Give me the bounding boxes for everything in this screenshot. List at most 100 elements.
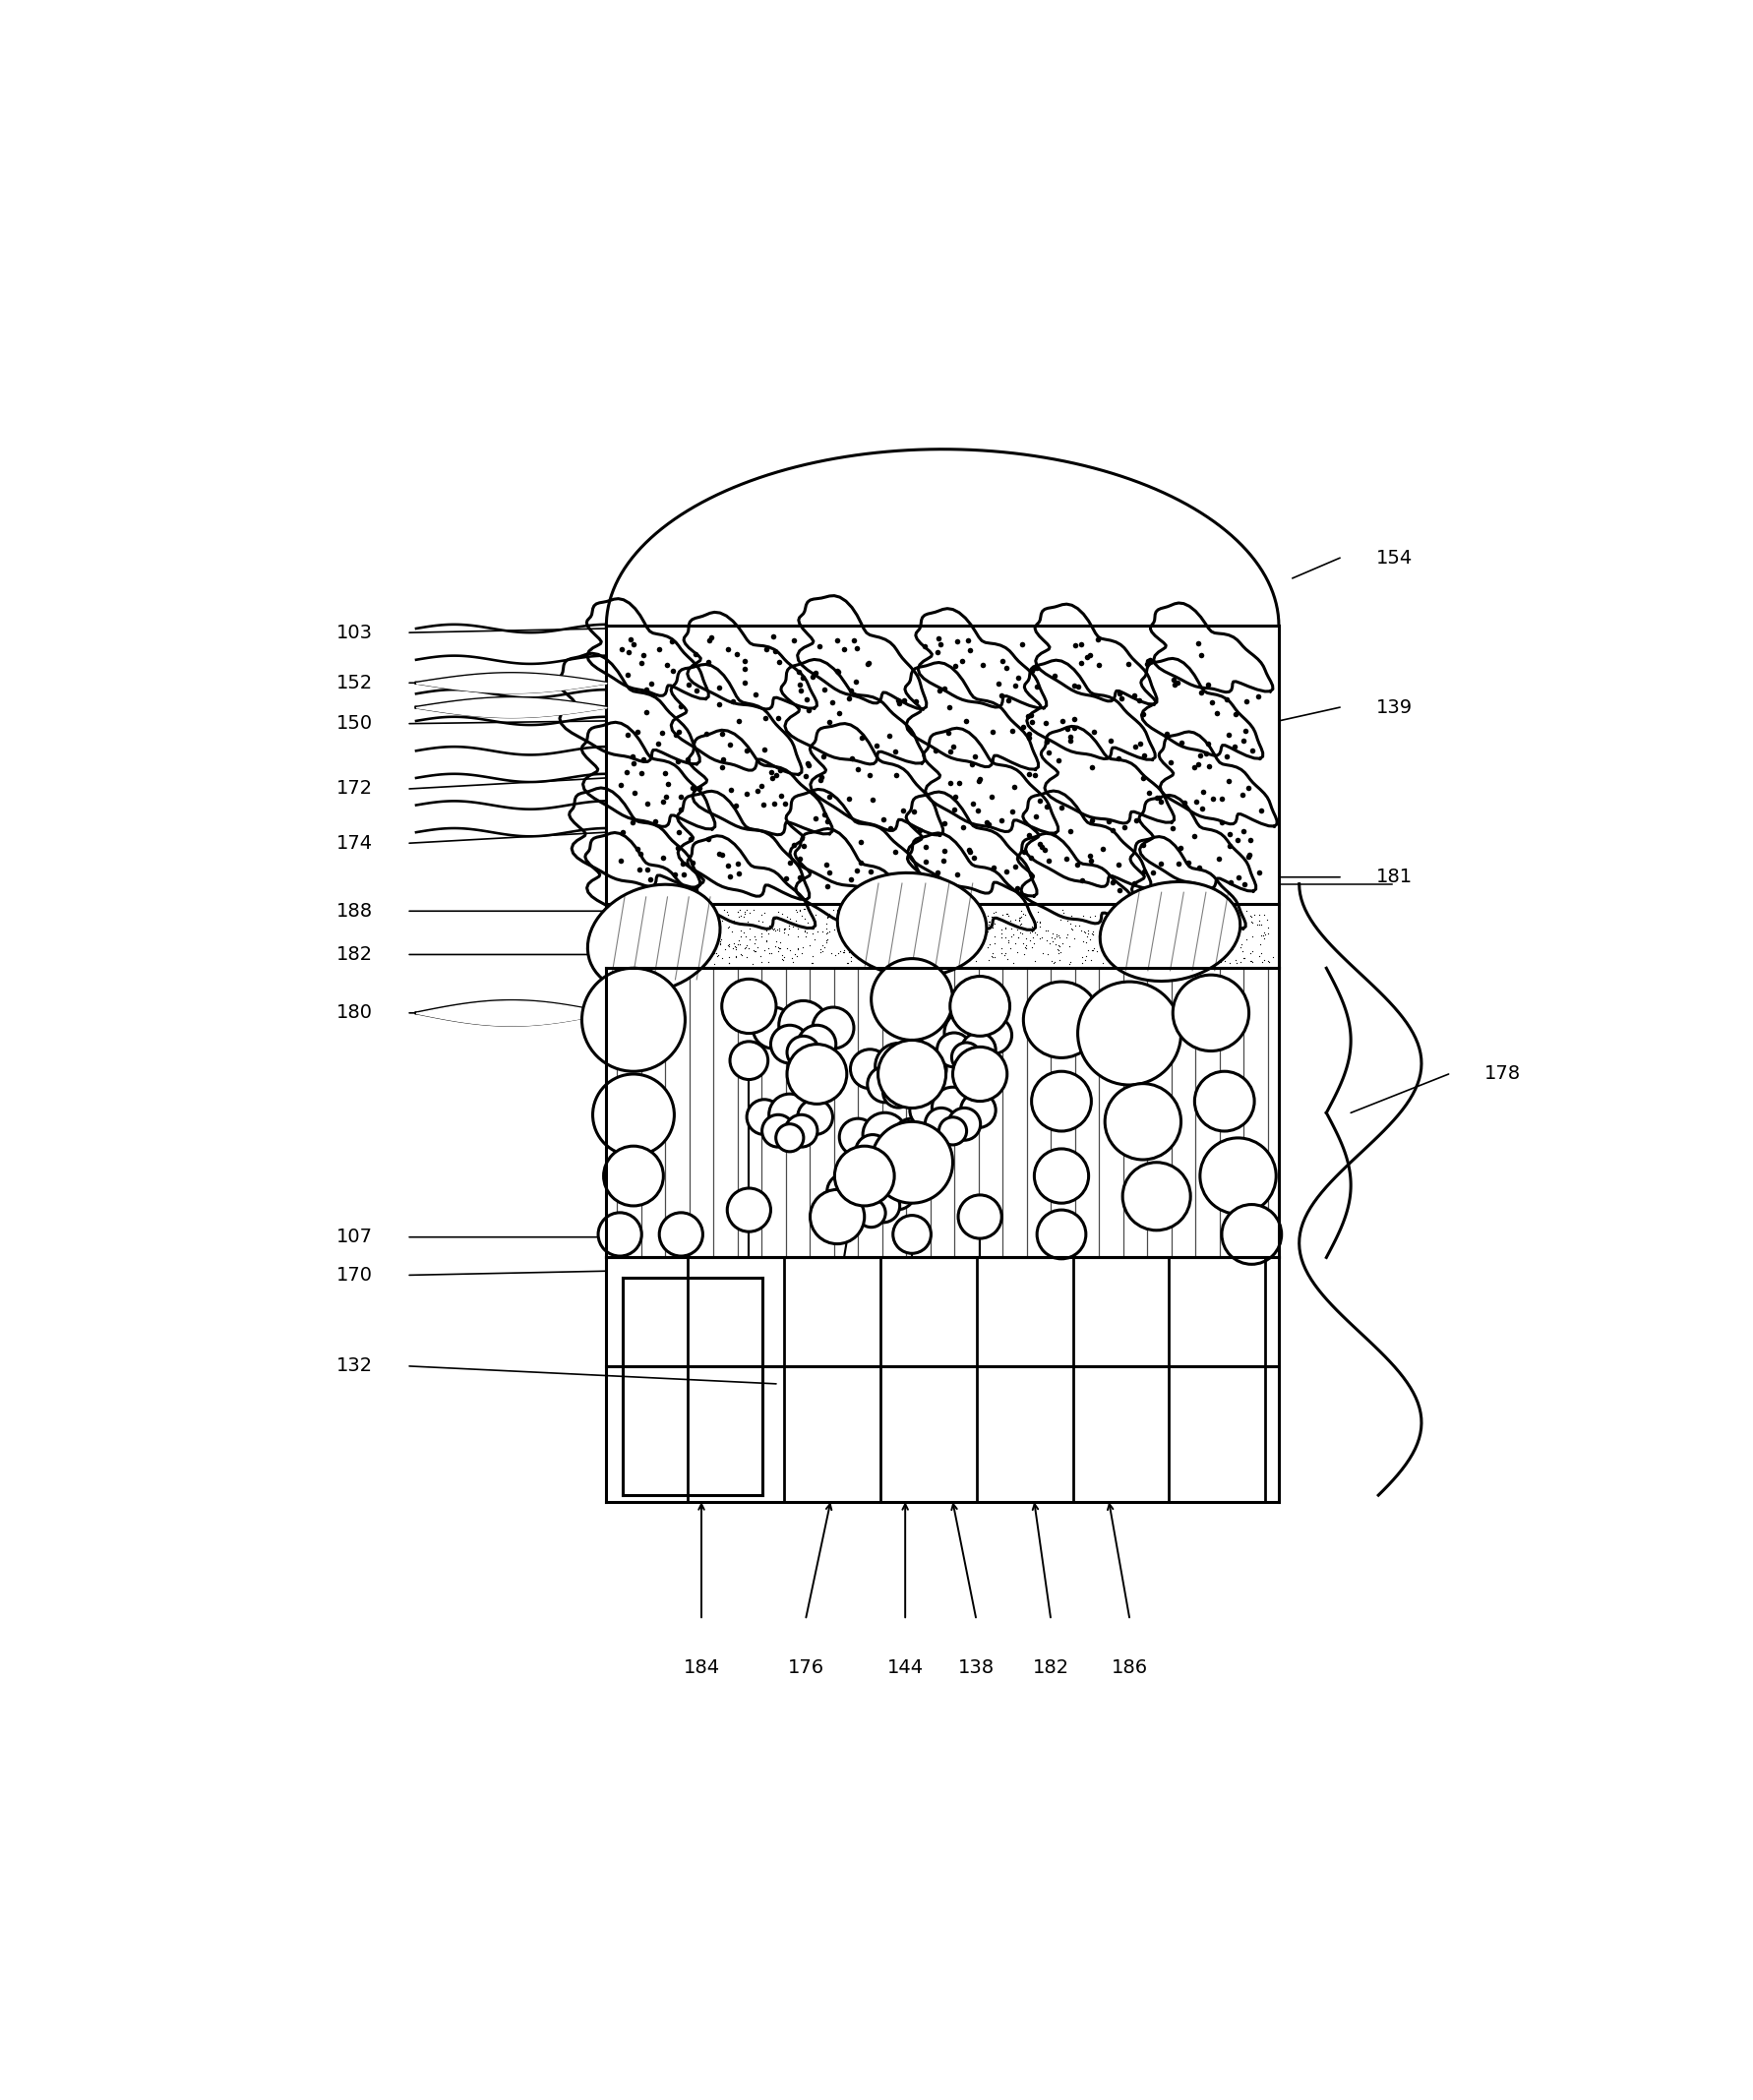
Text: 152: 152: [337, 674, 373, 693]
Point: [1031, 914, 1059, 947]
Point: [852, 899, 880, 932]
Point: [1145, 934, 1173, 968]
Point: [607, 892, 635, 926]
Point: [917, 920, 945, 953]
Point: [699, 947, 727, 981]
Point: [1038, 924, 1066, 958]
Point: [1041, 945, 1069, 979]
Point: [968, 920, 996, 953]
Point: [1227, 911, 1255, 945]
Point: [735, 932, 763, 966]
Point: [1110, 928, 1138, 962]
Point: [1157, 918, 1185, 951]
Point: [1139, 914, 1167, 947]
Point: [954, 928, 982, 962]
Point: [938, 901, 966, 934]
Point: [698, 922, 726, 956]
Point: [829, 903, 857, 937]
Point: [684, 939, 712, 972]
Point: [745, 903, 773, 937]
Point: [1203, 932, 1231, 966]
Point: [1155, 899, 1183, 932]
Point: [894, 934, 922, 968]
Point: [1239, 920, 1267, 953]
Point: [1253, 903, 1281, 937]
Point: [827, 922, 855, 956]
Ellipse shape: [838, 874, 987, 977]
Point: [784, 932, 812, 966]
Point: [1224, 907, 1252, 941]
Text: 154: 154: [1376, 548, 1413, 567]
Text: 184: 184: [684, 1659, 720, 1678]
Point: [831, 903, 859, 937]
Point: [766, 924, 794, 958]
Point: [929, 922, 957, 956]
Point: [1201, 903, 1229, 937]
Point: [1057, 914, 1085, 947]
Point: [1111, 903, 1139, 937]
Point: [948, 903, 976, 937]
Point: [1192, 943, 1220, 977]
Point: [650, 941, 678, 974]
Circle shape: [722, 979, 777, 1033]
Point: [910, 939, 938, 972]
Point: [838, 945, 866, 979]
Point: [997, 920, 1026, 953]
Point: [750, 932, 778, 966]
Point: [1250, 922, 1278, 956]
Point: [608, 892, 636, 926]
Point: [775, 901, 803, 934]
Point: [729, 899, 757, 932]
Circle shape: [938, 1033, 971, 1067]
Point: [713, 928, 742, 962]
Circle shape: [1194, 1071, 1255, 1132]
Point: [696, 939, 724, 972]
Point: [771, 911, 799, 945]
Point: [780, 939, 808, 972]
Point: [1120, 907, 1148, 941]
Point: [1048, 892, 1076, 926]
Point: [1183, 916, 1211, 949]
Point: [1029, 937, 1057, 970]
Point: [752, 914, 780, 947]
Point: [715, 930, 743, 964]
Point: [640, 945, 668, 979]
Point: [784, 911, 812, 945]
Text: 170: 170: [337, 1266, 373, 1285]
Point: [1203, 945, 1231, 979]
Point: [1011, 899, 1040, 932]
Point: [813, 901, 841, 934]
Point: [938, 932, 966, 966]
Point: [1189, 922, 1217, 956]
Point: [789, 930, 817, 964]
Point: [713, 897, 742, 930]
Point: [854, 928, 882, 962]
Point: [1048, 926, 1076, 960]
Point: [1175, 937, 1203, 970]
Point: [1024, 918, 1052, 951]
Point: [990, 911, 1018, 945]
Circle shape: [785, 1115, 817, 1147]
Point: [764, 914, 792, 947]
Point: [680, 892, 708, 926]
Point: [598, 911, 626, 945]
Point: [917, 932, 945, 966]
Point: [964, 899, 992, 932]
Point: [931, 945, 959, 979]
Point: [1096, 903, 1124, 937]
Point: [645, 895, 673, 928]
Point: [829, 934, 857, 968]
Point: [950, 897, 978, 930]
Point: [996, 932, 1024, 966]
Point: [1183, 897, 1211, 930]
Point: [736, 911, 764, 945]
Point: [740, 932, 768, 966]
Point: [1238, 945, 1266, 979]
Point: [952, 928, 980, 962]
Point: [1061, 909, 1089, 943]
Point: [945, 937, 973, 970]
Point: [869, 897, 898, 930]
Point: [731, 930, 759, 964]
Point: [1162, 897, 1190, 930]
Point: [706, 922, 735, 956]
